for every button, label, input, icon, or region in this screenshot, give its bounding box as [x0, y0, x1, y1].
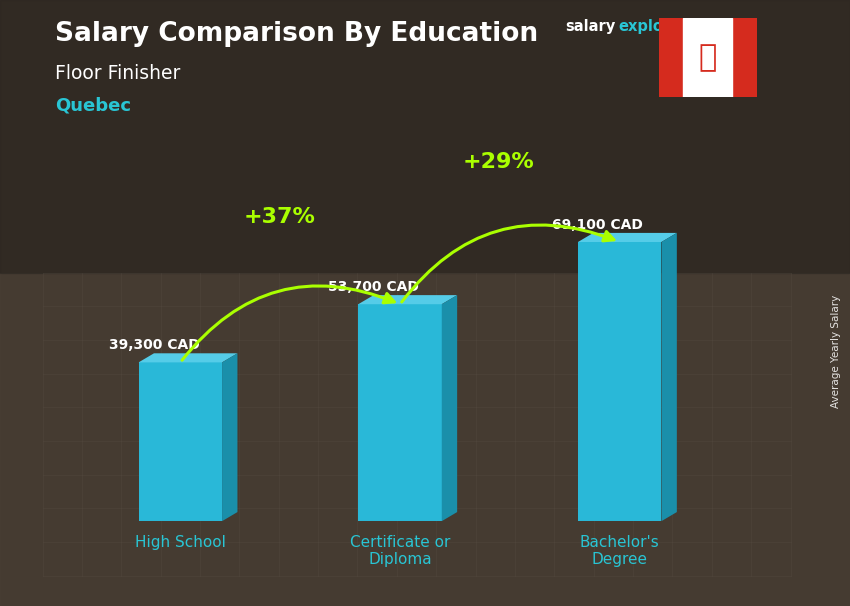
- Polygon shape: [139, 353, 237, 362]
- Text: 🍁: 🍁: [699, 43, 717, 72]
- Text: Average Yearly Salary: Average Yearly Salary: [830, 295, 841, 408]
- Text: .com: .com: [683, 19, 722, 35]
- Polygon shape: [359, 295, 457, 304]
- Text: 69,100 CAD: 69,100 CAD: [552, 218, 643, 232]
- Bar: [0, 0, 850, 273]
- Polygon shape: [222, 353, 237, 521]
- Text: Quebec: Quebec: [55, 97, 131, 115]
- Polygon shape: [442, 295, 457, 521]
- Bar: [683, 18, 732, 97]
- Bar: [578, 242, 661, 521]
- Bar: [139, 362, 222, 521]
- Text: +29%: +29%: [463, 152, 535, 172]
- Text: +37%: +37%: [243, 207, 315, 227]
- Polygon shape: [661, 233, 677, 521]
- Text: salary: salary: [565, 19, 615, 35]
- Bar: [732, 18, 756, 97]
- Bar: [659, 18, 683, 97]
- Text: Floor Finisher: Floor Finisher: [55, 64, 180, 82]
- Bar: [359, 304, 442, 521]
- Text: explorer: explorer: [619, 19, 688, 35]
- Text: Salary Comparison By Education: Salary Comparison By Education: [55, 21, 538, 47]
- Polygon shape: [578, 233, 677, 242]
- Bar: [0, 273, 850, 606]
- Text: 53,700 CAD: 53,700 CAD: [328, 280, 419, 294]
- Text: 39,300 CAD: 39,300 CAD: [109, 338, 200, 352]
